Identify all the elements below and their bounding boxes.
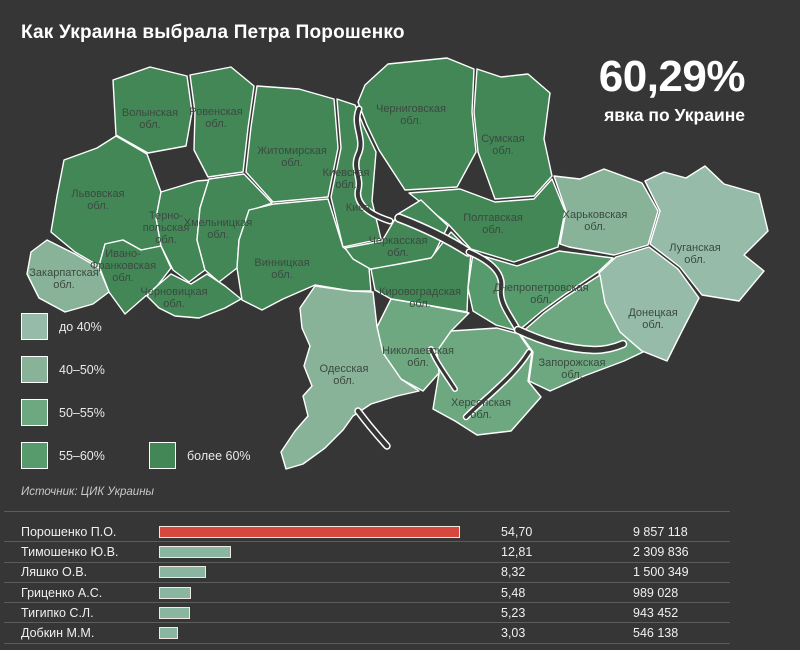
region-label-kharkiv: Харьковская обл. (563, 209, 628, 233)
dnieper-kyiv-river-core (354, 107, 392, 223)
region-label-kirovohrad: Кировоградская обл. (379, 286, 461, 310)
region-rivne (189, 66, 255, 178)
region-luhansk (644, 165, 769, 302)
legend-label: более 60% (187, 448, 251, 463)
region-label-dnipropetrovsk: Днепропетровская обл. (493, 282, 588, 306)
region-label-luhansk: Луганская обл. (669, 242, 720, 266)
result-row-3: Гриценко А.С. 5,48 989 028 (4, 583, 730, 604)
legend-swatch (149, 442, 176, 469)
legend-item-1: 40–50% (21, 356, 105, 383)
turnout-label: явка по Украине (604, 105, 745, 125)
candidate-votes: 989 028 (633, 585, 679, 600)
kakhovka-reservoir-river-core (515, 327, 626, 353)
lower-dnieper-river-core (464, 350, 531, 419)
candidate-bar (159, 606, 190, 619)
candidate-percent: 3,03 (501, 626, 526, 641)
candidate-votes: 1 500 349 (633, 565, 689, 580)
candidate-bar (159, 525, 460, 538)
legend-swatch (21, 313, 48, 340)
legend-swatch (21, 356, 48, 383)
candidate-bar (159, 586, 191, 599)
region-kharkiv (553, 168, 659, 256)
region-label-kyiv-oblast: Киевская обл. (322, 167, 369, 191)
dnieper-bend-river-core (467, 250, 520, 332)
region-chernihiv (357, 57, 477, 191)
result-row-5: Добкин М.М. 3,03 546 138 (4, 623, 730, 644)
region-cherkasy (344, 199, 449, 271)
region-label-odesa: Одесская обл. (320, 363, 369, 387)
region-label-chernihiv: Черниговская обл. (376, 103, 446, 127)
candidate-percent: 8,32 (501, 565, 526, 580)
region-label-kherson: Херсонская обл. (451, 397, 511, 421)
candidate-votes: 546 138 (633, 626, 679, 641)
region-zaporizhzhia (519, 274, 644, 392)
legend-item-3: 55–60% (21, 442, 105, 469)
legend-item-2: 50–55% (21, 399, 105, 426)
region-zhytomyr (245, 85, 339, 203)
legend-swatch (21, 399, 48, 426)
region-odesa (280, 285, 420, 470)
legend-swatch (21, 442, 48, 469)
region-zakarpattia (26, 239, 110, 313)
region-label-sumy: Сумская обл. (481, 133, 525, 157)
legend-item-0: до 40% (21, 313, 102, 340)
candidate-name: Порошенко П.О. (21, 524, 117, 539)
legend-item-4: более 60% (149, 442, 251, 469)
region-label-volyn: Волынская обл. (122, 107, 178, 131)
candidate-name: Добкин М.М. (21, 626, 95, 641)
source-note: Источник: ЦИК Украины (21, 486, 154, 498)
kremenchuk-reservoir-river-core (395, 214, 472, 256)
buh-estuary-river-core (429, 347, 457, 391)
candidate-name: Ляшко О.В. (21, 565, 88, 580)
region-label-poltava: Полтавская обл. (463, 212, 523, 236)
result-row-4: Тигипко С.Л. 5,23 943 452 (4, 603, 730, 624)
page-title: Как Украина выбрала Петра Порошенко (21, 22, 405, 43)
region-label-cherkasy: Черкасская обл. (369, 235, 428, 259)
region-volyn (112, 66, 193, 154)
region-label-zakarpattia: Закарпатская обл. (29, 267, 98, 291)
candidate-bar (159, 627, 178, 640)
candidate-name: Гриценко А.С. (21, 585, 103, 600)
legend-label: 40–50% (59, 362, 105, 377)
region-label-zaporizhzhia: Запорожская обл. (539, 357, 606, 381)
region-label-khmelnytskyi: Хмельницкая обл. (184, 217, 252, 241)
candidate-bar (159, 566, 206, 579)
candidate-name: Тигипко С.Л. (21, 605, 94, 620)
result-row-0: Порошенко П.О. 54,70 9 857 118 (4, 522, 730, 543)
candidate-percent: 12,81 (501, 544, 533, 559)
region-label-mykolaiv: Николаевская обл. (382, 345, 454, 369)
region-label-donetsk: Донецкая обл. (628, 307, 677, 331)
candidate-votes: 943 452 (633, 605, 679, 620)
legend-label: 50–55% (59, 405, 105, 420)
candidate-percent: 5,23 (501, 605, 526, 620)
region-label-chernivtsi: Черновицкая обл. (140, 286, 207, 310)
turnout-value: 60,29% (598, 52, 746, 101)
legend-label: до 40% (59, 319, 102, 334)
legend-label: 55–60% (59, 448, 105, 463)
region-label-lviv: Львовская обл. (71, 188, 124, 212)
region-label-zhytomyr: Житомирская обл. (257, 145, 327, 169)
result-row-2: Ляшко О.В. 8,32 1 500 349 (4, 563, 730, 583)
candidate-bar (159, 545, 231, 558)
region-sumy (473, 68, 553, 200)
results-table: Порошенко П.О. 54,70 9 857 118 Тимошенко Ю.… (4, 511, 730, 644)
result-row-1: Тимошенко Ю.В. 12,81 2 309 836 (4, 542, 730, 563)
candidate-percent: 5,48 (501, 585, 526, 600)
region-label-ternopil: Терно-польская обл. (143, 210, 190, 246)
region-label-kyiv-city: Киев (346, 202, 371, 214)
dniester-estuary-river-core (355, 408, 390, 449)
candidate-votes: 9 857 118 (633, 524, 688, 539)
candidate-votes: 2 309 836 (633, 544, 689, 559)
candidate-name: Тимошенко Ю.В. (21, 544, 119, 559)
region-label-vinnytsia: Винницкая обл. (254, 257, 309, 281)
turnout-stat: 60,29% явка по Украине (598, 52, 746, 126)
region-chernivtsi (146, 273, 242, 319)
candidate-percent: 54,70 (501, 524, 533, 539)
region-label-ivano-frankivsk: Ивано-Франковская обл. (90, 248, 156, 284)
region-label-rivne: Ровенская обл. (189, 106, 243, 130)
